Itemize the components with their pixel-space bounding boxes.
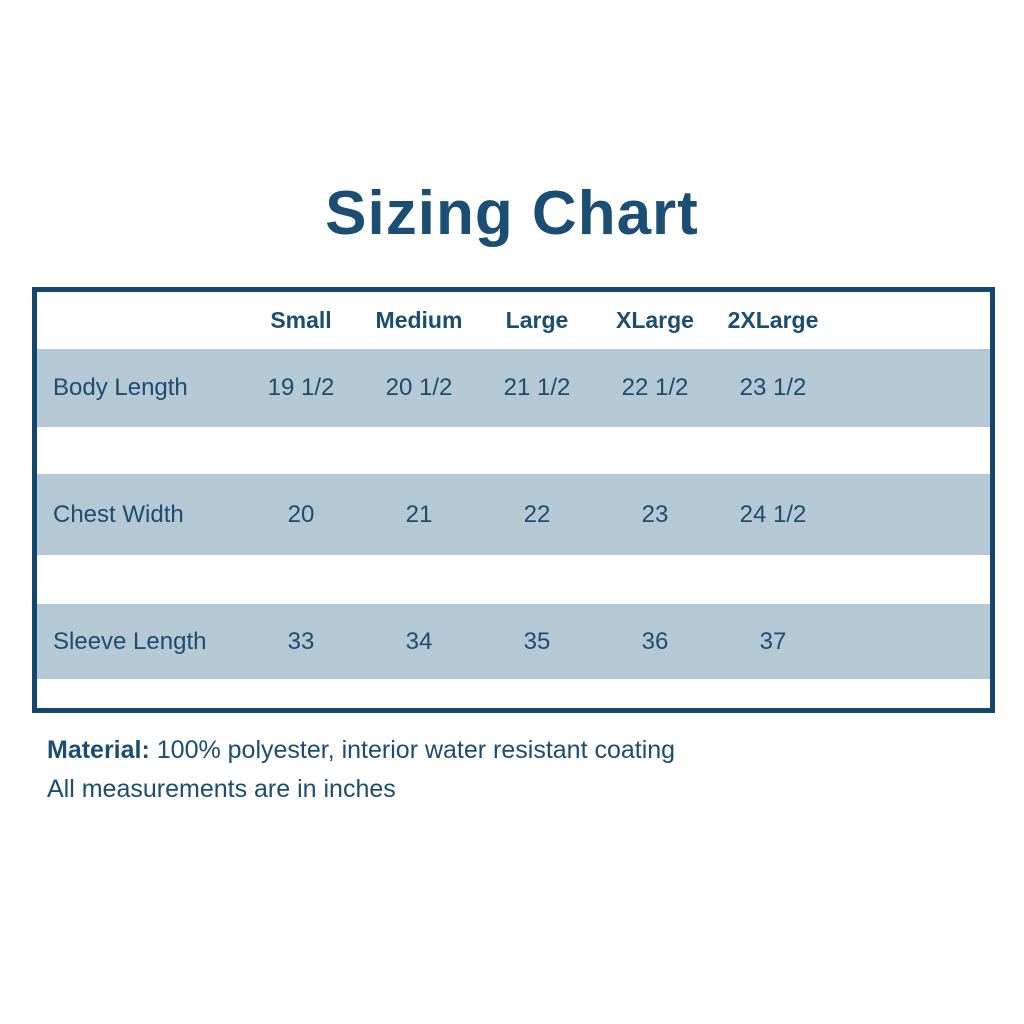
body-length-medium: 20 1/2 bbox=[385, 374, 453, 401]
sleeve-length-medium: 34 bbox=[405, 627, 433, 655]
row-label: Sleeve Length bbox=[53, 627, 207, 655]
sizing-table: Small Medium Large XLarge 2XLarge Body L… bbox=[32, 287, 995, 713]
sleeve-length-large: 35 bbox=[523, 627, 551, 655]
page-title: Sizing Chart bbox=[325, 179, 699, 248]
table-header-row: Small Medium Large XLarge 2XLarge bbox=[37, 292, 990, 349]
sleeve-length-xlarge: 36 bbox=[641, 627, 669, 655]
material-label: Material: bbox=[47, 736, 150, 764]
chest-width-2xlarge: 24 1/2 bbox=[739, 500, 807, 528]
row-label: Body Length bbox=[53, 374, 188, 401]
table-row-body-length: Body Length 19 1/2 20 1/2 21 1/2 22 1/2 … bbox=[37, 349, 990, 427]
body-length-small: 19 1/2 bbox=[267, 374, 335, 401]
column-header-2xlarge: 2XLarge bbox=[727, 307, 819, 333]
sleeve-length-small: 33 bbox=[287, 627, 315, 655]
body-length-xlarge: 22 1/2 bbox=[621, 374, 689, 401]
chest-width-small: 20 bbox=[287, 500, 315, 528]
chest-width-medium: 21 bbox=[405, 500, 433, 528]
table-row-chest-width: Chest Width 20 21 22 23 24 1/2 bbox=[37, 474, 990, 555]
column-header-medium: Medium bbox=[375, 307, 463, 333]
row-spacer bbox=[37, 555, 990, 604]
column-header-small: Small bbox=[270, 307, 332, 333]
row-spacer bbox=[37, 427, 990, 474]
row-label: Chest Width bbox=[53, 500, 184, 528]
measurement-note: All measurements are in inches bbox=[47, 775, 396, 803]
body-length-large: 21 1/2 bbox=[503, 374, 571, 401]
column-header-xlarge: XLarge bbox=[616, 307, 694, 333]
material-line: Material: 100% polyester, interior water… bbox=[47, 731, 675, 770]
body-length-2xlarge: 23 1/2 bbox=[739, 374, 807, 401]
table-row-sleeve-length: Sleeve Length 33 34 35 36 37 bbox=[37, 604, 990, 679]
sleeve-length-2xlarge: 37 bbox=[759, 627, 787, 655]
footer-notes: Material: 100% polyester, interior water… bbox=[47, 731, 675, 809]
chest-width-large: 22 bbox=[523, 500, 551, 528]
column-header-large: Large bbox=[505, 307, 569, 333]
material-value: 100% polyester, interior water resistant… bbox=[149, 736, 676, 764]
chest-width-xlarge: 23 bbox=[641, 500, 669, 528]
